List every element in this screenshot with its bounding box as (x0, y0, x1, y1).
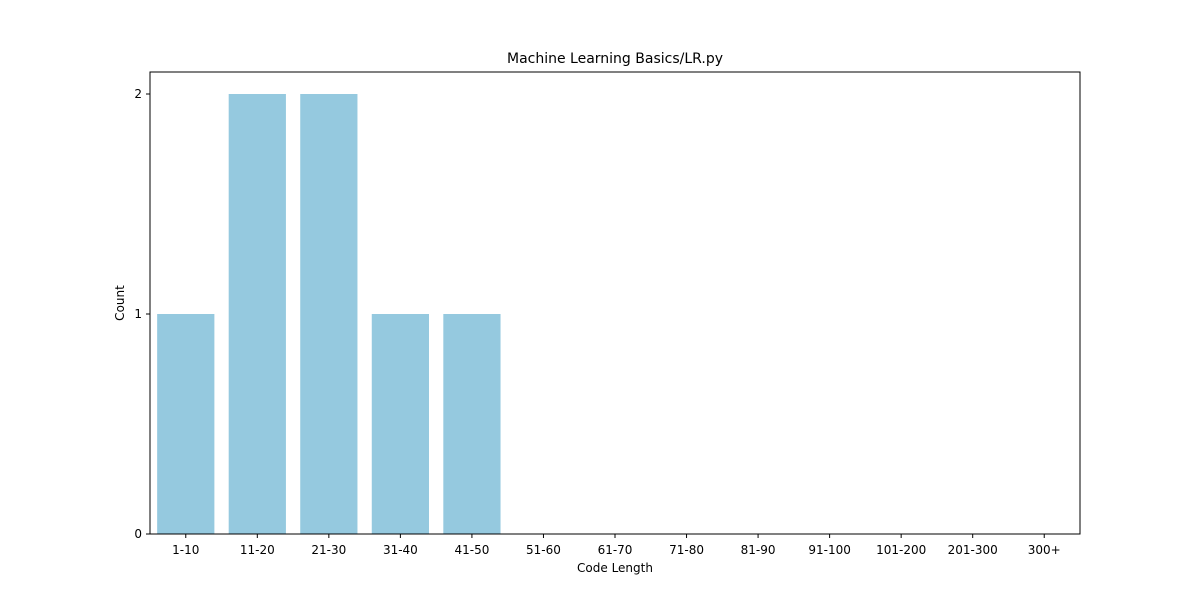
bars-layer (157, 94, 501, 534)
x-axis-title: Code Length (577, 561, 653, 575)
x-axis: 1-10 11-20 21-30 31-40 41-50 51-60 61-70 71-80 8… (172, 534, 1061, 557)
x-tick-label: 21-30 (311, 543, 346, 557)
chart-title: Machine Learning Basics/LR.py (507, 51, 723, 67)
x-tick-label: 101-200 (876, 543, 926, 557)
x-tick-label: 51-60 (526, 543, 561, 557)
plot-frame (149, 71, 1081, 535)
x-tick-label: 41-50 (454, 543, 489, 557)
x-tick-label: 71-80 (669, 543, 704, 557)
bar-11-20 (228, 94, 286, 534)
x-tick-label: 31-40 (383, 543, 418, 557)
x-tick-label: 61-70 (598, 543, 633, 557)
x-tick-label: 81-90 (741, 543, 776, 557)
y-axis-title: Count (113, 285, 127, 321)
y-tick-label: 0 (134, 527, 142, 541)
x-tick-label: 300+ (1028, 543, 1061, 557)
bar-41-50 (443, 314, 501, 534)
y-tick-label: 1 (134, 307, 142, 321)
y-axis: 0 1 2 (134, 87, 150, 541)
y-tick-label: 2 (134, 87, 142, 101)
x-tick-label: 91-100 (808, 543, 851, 557)
x-tick-label: 11-20 (240, 543, 275, 557)
x-tick-label: 201-300 (948, 543, 998, 557)
x-tick-label: 1-10 (172, 543, 199, 557)
bar-1-10 (157, 314, 215, 534)
bar-21-30 (300, 94, 358, 534)
bar-31-40 (371, 314, 429, 534)
